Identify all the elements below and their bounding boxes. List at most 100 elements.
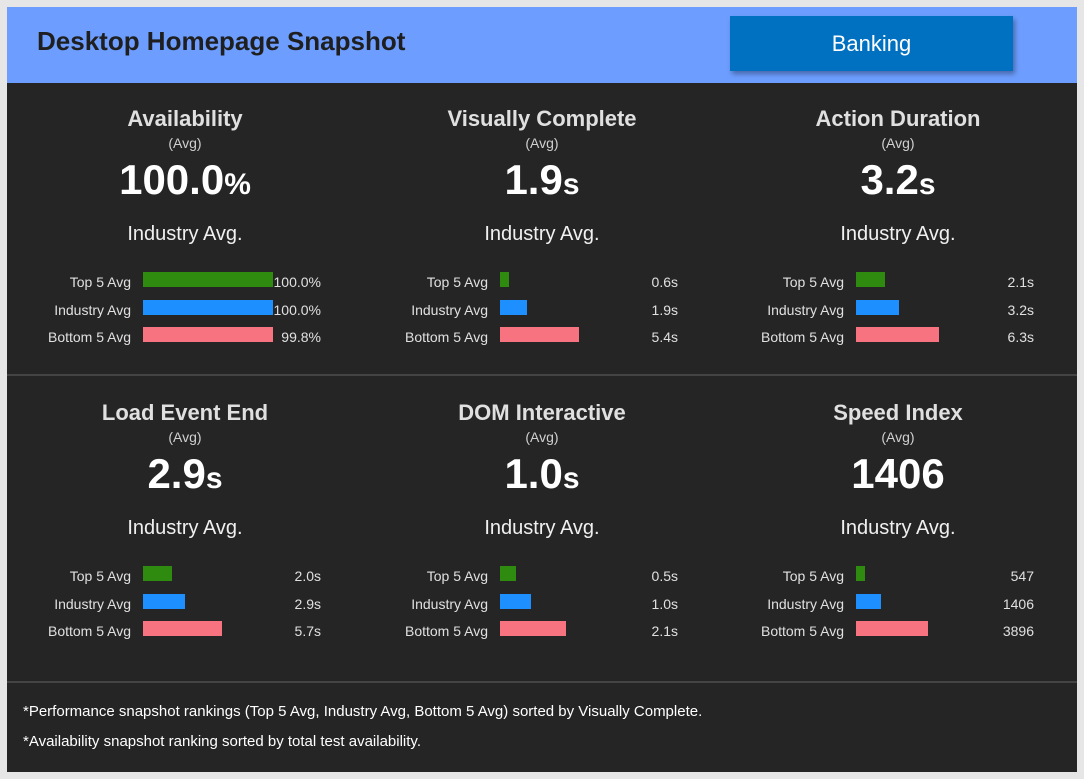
metric-value-unit: s bbox=[918, 168, 936, 201]
bar-fill-bottom5 bbox=[143, 327, 273, 342]
metric-title: Availability bbox=[127, 106, 243, 131]
industry-avg-heading: Industry Avg. bbox=[484, 223, 600, 245]
bar-row-top5: Top 5 Avg 0.6s bbox=[364, 269, 720, 297]
bar-value: 2.1s bbox=[651, 623, 678, 639]
metric-tile: Availability (Avg) 100.0% Industry Avg. Top … bbox=[7, 83, 363, 376]
bar-value: 3896 bbox=[1002, 623, 1034, 639]
bar-label: Industry Avg bbox=[54, 595, 131, 612]
bar-track bbox=[856, 593, 986, 609]
bar-fill-industry bbox=[500, 593, 532, 609]
bar-label: Industry Avg bbox=[767, 301, 844, 318]
metric-subtitle: (Avg) bbox=[881, 429, 915, 445]
metric-title: Speed Index bbox=[833, 400, 963, 425]
bar-track bbox=[500, 566, 630, 581]
bar-fill-industry bbox=[143, 299, 273, 315]
bar-value: 5.4s bbox=[651, 329, 678, 345]
bar-row-bottom5: Bottom 5 Avg 5.4s bbox=[364, 324, 720, 352]
bar-track bbox=[143, 593, 273, 609]
bar-value: 2.1s bbox=[1007, 274, 1034, 290]
industry-avg-heading: Industry Avg. bbox=[484, 517, 600, 539]
bar-track bbox=[143, 272, 273, 287]
bar-value: 547 bbox=[1010, 568, 1034, 584]
bar-row-industry: Industry Avg 3.2s bbox=[720, 297, 1076, 325]
bar-track bbox=[143, 299, 273, 315]
bar-value: 1.9s bbox=[651, 301, 678, 318]
metric-value-unit: s bbox=[562, 168, 580, 201]
metric-value-number: 1.0 bbox=[504, 450, 563, 497]
bar-fill-top5 bbox=[500, 566, 516, 581]
bar-track bbox=[856, 272, 986, 287]
bar-fill-top5 bbox=[143, 272, 273, 287]
footer-divider bbox=[7, 681, 1077, 683]
bar-track bbox=[143, 566, 273, 581]
bar-fill-bottom5 bbox=[500, 621, 567, 636]
metric-value: 3.2s bbox=[720, 156, 1076, 204]
comparison-bars: Top 5 Avg 2.1s Industry Avg 3.2s Bottom 5 Av… bbox=[720, 269, 1076, 352]
bar-label: Top 5 Avg bbox=[426, 568, 488, 584]
metric-value: 1.0s bbox=[364, 450, 720, 498]
bar-label: Bottom 5 Avg bbox=[47, 623, 131, 639]
bar-fill-top5 bbox=[500, 272, 510, 287]
metric-value-unit: % bbox=[224, 168, 251, 201]
bar-label: Bottom 5 Avg bbox=[760, 623, 844, 639]
metric-value-number: 100.0 bbox=[119, 156, 225, 203]
industry-avg-heading: Industry Avg. bbox=[127, 223, 243, 245]
bar-fill-industry bbox=[500, 299, 528, 315]
bar-row-top5: Top 5 Avg 100.0% bbox=[7, 269, 363, 297]
bar-track bbox=[143, 621, 273, 636]
bar-label: Bottom 5 Avg bbox=[404, 329, 488, 345]
bar-label: Top 5 Avg bbox=[782, 568, 844, 584]
bar-label: Top 5 Avg bbox=[69, 568, 131, 584]
bar-label: Bottom 5 Avg bbox=[47, 329, 131, 345]
bar-label: Bottom 5 Avg bbox=[404, 623, 488, 639]
industry-avg-heading: Industry Avg. bbox=[840, 223, 956, 245]
bar-row-top5: Top 5 Avg 2.1s bbox=[720, 269, 1076, 297]
metric-tile: Speed Index (Avg) 1406 Industry Avg. Top 5 A… bbox=[720, 377, 1076, 670]
metric-value-number: 3.2 bbox=[860, 156, 919, 203]
bar-fill-bottom5 bbox=[856, 621, 928, 636]
bar-row-top5: Top 5 Avg 0.5s bbox=[364, 563, 720, 591]
bar-value: 2.0s bbox=[294, 568, 321, 584]
bar-fill-bottom5 bbox=[500, 327, 580, 342]
metric-title: Visually Complete bbox=[447, 106, 637, 131]
metric-subtitle: (Avg) bbox=[168, 429, 202, 445]
bar-row-bottom5: Bottom 5 Avg 2.1s bbox=[364, 618, 720, 646]
metric-tile: Action Duration (Avg) 3.2s Industry Avg. Top… bbox=[720, 83, 1076, 376]
metric-subtitle: (Avg) bbox=[881, 135, 915, 151]
bar-fill-industry bbox=[143, 593, 185, 609]
bar-value: 99.8% bbox=[281, 329, 321, 345]
footnote-performance: *Performance snapshot rankings (Top 5 Av… bbox=[23, 703, 703, 720]
bar-label: Top 5 Avg bbox=[782, 274, 844, 290]
industry-avg-heading: Industry Avg. bbox=[840, 517, 956, 539]
metric-tile: Load Event End (Avg) 2.9s Industry Avg. Top … bbox=[7, 377, 363, 670]
bar-label: Industry Avg bbox=[411, 595, 488, 612]
metric-title: DOM Interactive bbox=[458, 400, 626, 425]
metric-value-unit: s bbox=[205, 462, 223, 495]
bar-fill-bottom5 bbox=[143, 621, 223, 636]
footnote-availability: *Availability snapshot ranking sorted by… bbox=[23, 733, 421, 750]
bar-track bbox=[500, 621, 630, 636]
metric-subtitle: (Avg) bbox=[168, 135, 202, 151]
metric-value-number: 1406 bbox=[851, 450, 945, 497]
metric-title: Action Duration bbox=[815, 106, 981, 131]
bar-label: Industry Avg bbox=[767, 595, 844, 612]
bar-label: Bottom 5 Avg bbox=[760, 329, 844, 345]
bar-value: 0.5s bbox=[651, 568, 678, 584]
bar-value: 100.0% bbox=[273, 301, 321, 318]
metric-subtitle: (Avg) bbox=[525, 135, 559, 151]
bar-value: 1406 bbox=[1002, 595, 1034, 612]
comparison-bars: Top 5 Avg 0.6s Industry Avg 1.9s Bottom 5 Av… bbox=[364, 269, 720, 352]
bar-track bbox=[856, 299, 986, 315]
bar-label: Industry Avg bbox=[411, 301, 488, 318]
comparison-bars: Top 5 Avg 100.0% Industry Avg 100.0% Bottom … bbox=[7, 269, 363, 352]
industry-segment-button[interactable]: Banking bbox=[730, 16, 1013, 71]
bar-value: 5.7s bbox=[294, 623, 321, 639]
bar-track bbox=[856, 621, 986, 636]
dashboard-frame: Desktop Homepage Snapshot Banking Availa… bbox=[7, 7, 1077, 772]
bar-value: 1.0s bbox=[651, 595, 678, 612]
metric-value: 100.0% bbox=[7, 156, 363, 204]
bar-row-bottom5: Bottom 5 Avg 6.3s bbox=[720, 324, 1076, 352]
metric-value-number: 1.9 bbox=[504, 156, 563, 203]
bar-fill-top5 bbox=[856, 566, 866, 581]
bar-row-bottom5: Bottom 5 Avg 99.8% bbox=[7, 324, 363, 352]
